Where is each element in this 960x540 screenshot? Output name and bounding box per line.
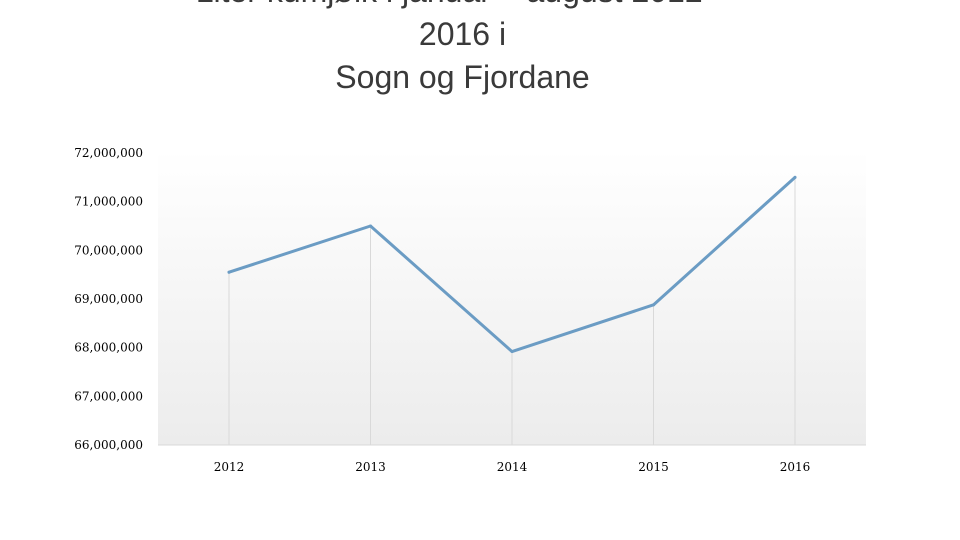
data-point <box>652 303 655 307</box>
x-tick-label: 2016 <box>780 460 811 474</box>
y-tick-label: 70,000,000 <box>74 243 143 257</box>
x-tick-label: 2012 <box>214 460 245 474</box>
y-tick-label: 69,000,000 <box>74 292 143 306</box>
x-tick-label: 2013 <box>355 460 386 474</box>
drop-lines <box>228 177 796 445</box>
chart-title-line-1: Liter kumjølk i januar – august 2012 – <box>160 0 765 13</box>
data-point <box>510 350 514 354</box>
chart-title: Liter kumjølk i januar – august 2012 – 2… <box>160 0 765 99</box>
y-tick-label: 67,000,000 <box>74 389 143 403</box>
y-tick-label: 71,000,000 <box>74 195 143 209</box>
data-point <box>369 224 372 228</box>
series-group <box>227 175 797 354</box>
x-axis-ticks: 2012 2013 2014 2015 2016 <box>214 460 811 474</box>
y-axis-ticks: 66,000,000 67,000,000 68,000,000 69,000,000… <box>74 146 143 452</box>
x-tick-label: 2015 <box>638 460 669 474</box>
y-tick-label: 68,000,000 <box>74 341 143 355</box>
data-point <box>793 175 797 179</box>
chart-title-line-2: 2016 i <box>418 16 507 52</box>
y-tick-label: 66,000,000 <box>74 438 143 452</box>
y-tick-label: 72,000,000 <box>74 146 143 160</box>
x-tick-label: 2014 <box>497 460 528 474</box>
chart-title-line-3: Sogn og Fjordane <box>335 59 590 95</box>
data-point <box>227 270 231 274</box>
